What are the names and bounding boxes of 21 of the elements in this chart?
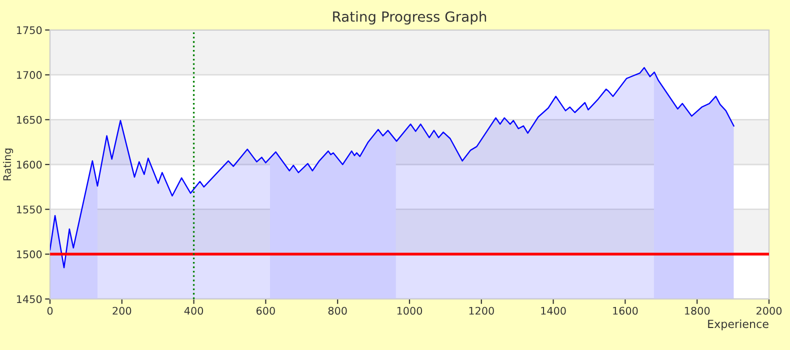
- y-tick-label: 1500: [16, 250, 42, 258]
- y-tick-label: 1750: [16, 26, 42, 34]
- x-tick-label: 1800: [684, 306, 710, 315]
- y-tick-label: 1700: [16, 71, 42, 79]
- x-tick-label: 1200: [469, 306, 494, 315]
- x-tick-label: 600: [256, 306, 275, 315]
- x-tick-label: 1000: [397, 306, 422, 315]
- chart-title: Rating Progress Graph: [333, 11, 486, 25]
- x-axis-title: Experience: [708, 320, 768, 330]
- x-tick-label: 400: [184, 306, 204, 315]
- y-tick-label: 1450: [16, 295, 42, 304]
- y-tick-label: 1600: [16, 160, 42, 169]
- y-tick-label: 1650: [16, 116, 42, 124]
- y-axis-title: Rating: [2, 148, 14, 180]
- x-tick-label: 0: [47, 306, 53, 315]
- x-tick-label: 1400: [541, 306, 566, 315]
- y-tick-label: 1550: [16, 206, 42, 214]
- x-tick-label: 800: [328, 306, 347, 315]
- x-tick-label: 200: [112, 306, 132, 315]
- x-tick-label: 1600: [613, 306, 638, 315]
- x-tick-label: 2000: [756, 306, 782, 315]
